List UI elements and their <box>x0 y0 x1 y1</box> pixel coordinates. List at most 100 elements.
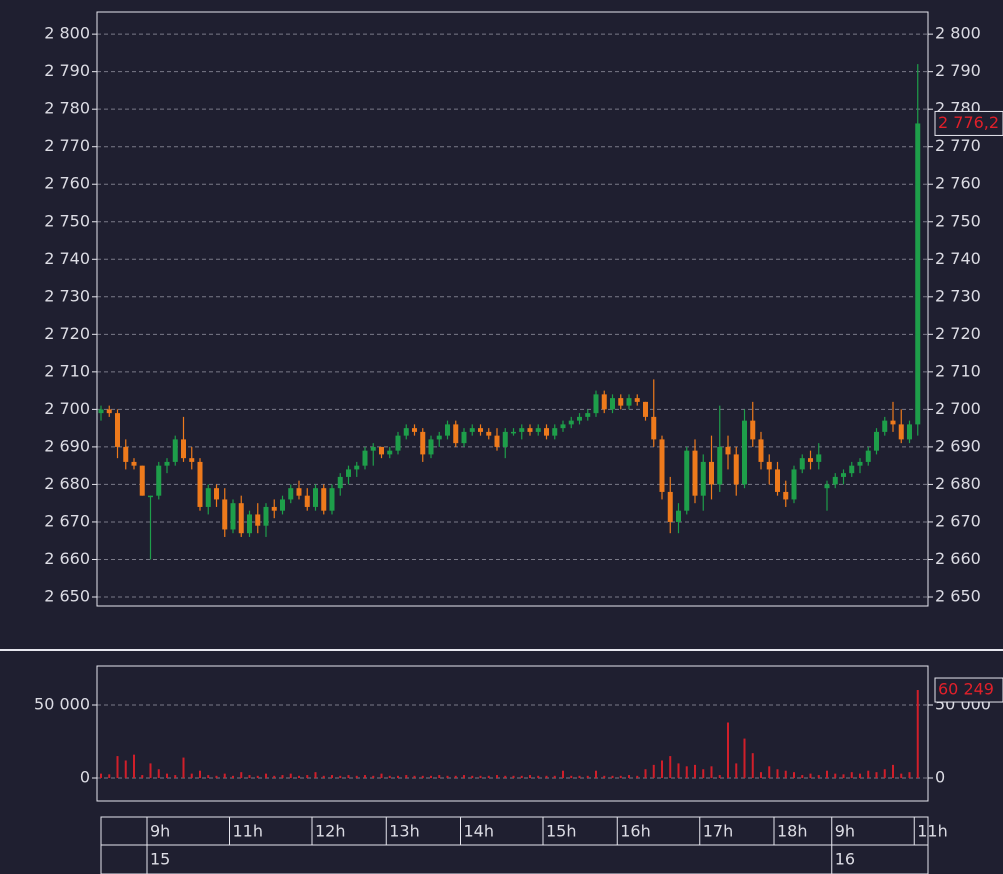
volume-bar <box>454 775 457 779</box>
volume-bar <box>331 775 333 779</box>
volume-bar <box>793 772 795 779</box>
candle-body <box>412 428 417 432</box>
volume-bar <box>809 773 812 779</box>
volume-bar <box>157 769 160 779</box>
volume-bar <box>578 775 581 779</box>
volume-bar <box>652 764 655 779</box>
candle-body <box>593 394 599 414</box>
candle-body <box>296 488 302 496</box>
candle-body <box>568 420 574 425</box>
candle-body <box>502 431 508 447</box>
candle-body <box>799 458 805 470</box>
price-frame <box>96 11 929 607</box>
volume-bar <box>347 775 350 779</box>
candle-body <box>849 465 855 474</box>
volume-bar <box>595 770 597 779</box>
volume-tick-label: 0 <box>80 768 90 787</box>
x-tick-label: 12h <box>315 822 346 841</box>
candle-body <box>271 506 277 511</box>
candle-body <box>601 394 607 410</box>
volume-bar <box>883 769 886 779</box>
volume-bar <box>479 775 482 779</box>
volume-bar <box>916 690 919 779</box>
volume-bar <box>859 773 861 779</box>
candle-body <box>337 476 343 489</box>
y-tick-label-right: 2 660 <box>935 549 981 568</box>
y-tick-label: 2 750 <box>44 211 90 230</box>
candle-body <box>882 420 888 432</box>
volume-bar <box>380 773 383 779</box>
candle-body <box>486 431 492 436</box>
volume-bar <box>273 775 276 779</box>
candle-body <box>238 503 244 534</box>
volume-bar <box>751 753 754 779</box>
candle-body <box>667 491 673 522</box>
volume-bar <box>471 775 474 779</box>
candle-body <box>98 409 104 414</box>
candle-body <box>717 446 723 485</box>
x-tick-label: 11h <box>233 822 264 841</box>
volume-bar <box>801 775 804 779</box>
candle-body <box>816 454 822 462</box>
x-tick-label: 14h <box>464 822 495 841</box>
candle-body <box>634 398 640 402</box>
candle-body <box>131 461 137 466</box>
candle-body <box>148 495 153 498</box>
volume-bar <box>743 738 746 779</box>
y-tick-label: 2 740 <box>44 249 90 268</box>
candle-body <box>643 401 648 417</box>
y-tick-label-right: 2 710 <box>935 361 981 380</box>
volume-frame <box>96 665 929 802</box>
volume-bar <box>166 773 168 779</box>
y-tick-label: 2 700 <box>44 399 90 418</box>
y-tick-label-right: 2 750 <box>935 211 981 230</box>
volume-bar <box>875 772 878 779</box>
x-tick-label: 17h <box>703 822 734 841</box>
candle-body <box>783 491 789 500</box>
y-tick-label-right: 2 770 <box>935 136 981 155</box>
candle-body <box>626 398 632 406</box>
y-tick-label: 2 720 <box>44 324 90 343</box>
y-tick-label: 2 660 <box>44 549 90 568</box>
volume-bar <box>190 773 193 779</box>
candle-body <box>164 461 170 466</box>
volume-bar <box>784 770 787 779</box>
volume-bar <box>174 775 177 779</box>
volume-bar <box>661 760 663 779</box>
candle-body <box>362 450 368 466</box>
last-volume-tag <box>934 677 1003 703</box>
volume-bar <box>669 756 672 779</box>
volume-bar <box>372 775 375 779</box>
last-volume-label: 60 249 <box>938 680 994 699</box>
y-tick-label: 2 670 <box>44 511 90 530</box>
y-tick-label-right: 2 670 <box>935 511 981 530</box>
y-tick-label: 2 730 <box>44 286 90 305</box>
candle-body <box>156 465 162 496</box>
candle-body <box>519 428 525 432</box>
volume-bar <box>619 775 622 779</box>
volume-bar <box>405 775 408 779</box>
volume-bar <box>265 773 267 779</box>
candle-body <box>890 420 896 425</box>
volume-bar <box>133 754 135 779</box>
candle-body <box>659 439 665 492</box>
volume-bar <box>842 774 845 779</box>
volume-bar <box>834 773 837 779</box>
volume-bar <box>545 775 548 779</box>
volume-bar <box>562 770 564 779</box>
y-tick-label: 2 800 <box>44 24 90 43</box>
candle-body <box>222 499 228 530</box>
volume-bar <box>628 775 630 779</box>
volume-bar <box>603 775 606 779</box>
candle-body <box>791 469 797 500</box>
candle-body <box>214 488 219 500</box>
volume-bar <box>529 775 531 779</box>
candle-body <box>469 428 475 432</box>
y-tick-label: 2 690 <box>44 436 90 455</box>
candle-body <box>453 424 459 444</box>
volume-tick-label-right: 0 <box>935 768 945 787</box>
candle-body <box>106 409 112 414</box>
volume-bar <box>248 775 251 779</box>
candle-body <box>461 431 467 444</box>
candle-body <box>651 416 657 440</box>
